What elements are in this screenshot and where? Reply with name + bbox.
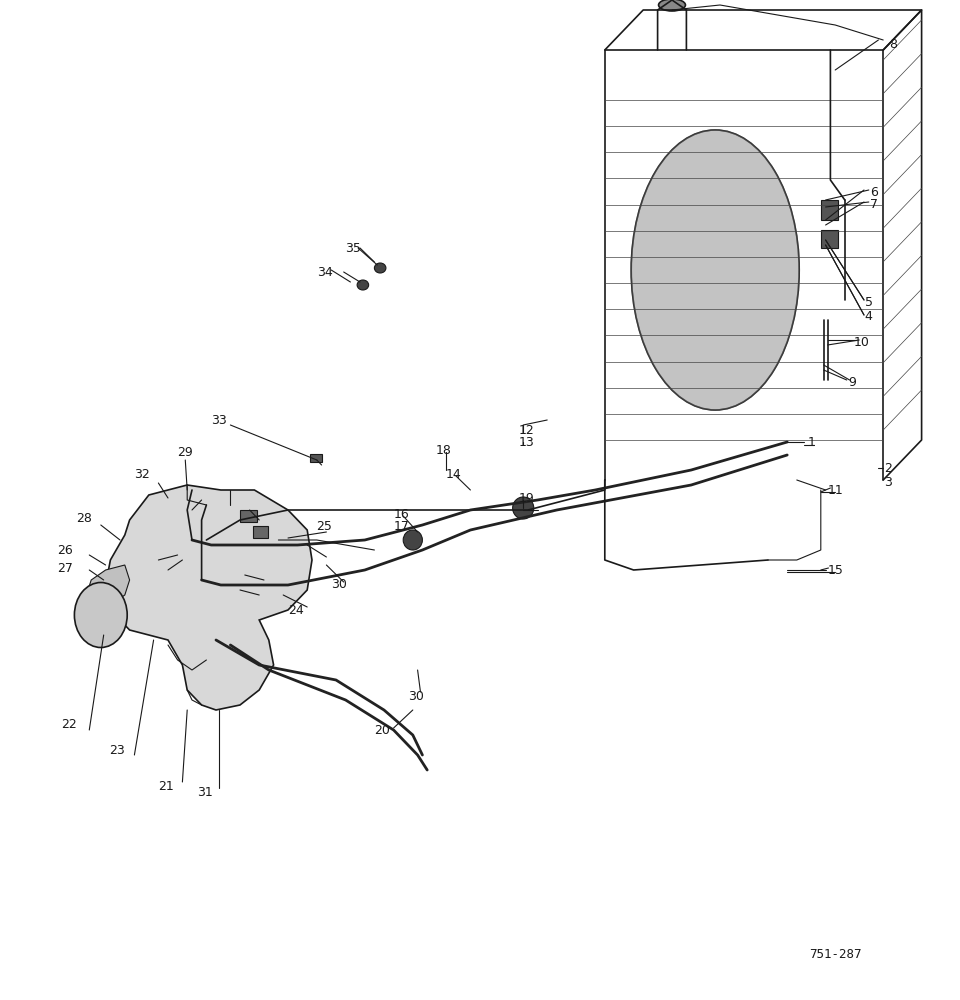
Text: 9: 9 xyxy=(849,375,856,388)
Polygon shape xyxy=(82,565,130,622)
Text: 4: 4 xyxy=(865,310,873,324)
Ellipse shape xyxy=(403,530,422,550)
Text: 22: 22 xyxy=(61,718,77,732)
Bar xyxy=(253,526,268,538)
Text: 11: 11 xyxy=(828,484,843,496)
Text: 32: 32 xyxy=(134,468,150,482)
Text: 24: 24 xyxy=(288,603,303,616)
Text: 14: 14 xyxy=(445,468,461,481)
Text: 27: 27 xyxy=(58,562,73,574)
Text: 1: 1 xyxy=(807,436,815,448)
Text: 15: 15 xyxy=(828,564,843,576)
Bar xyxy=(821,230,838,248)
Text: 29: 29 xyxy=(178,446,193,458)
Text: 5: 5 xyxy=(865,296,873,308)
Text: 10: 10 xyxy=(854,336,870,349)
Text: 13: 13 xyxy=(518,436,534,448)
Ellipse shape xyxy=(374,263,386,273)
Text: 6: 6 xyxy=(870,186,877,198)
Text: 26: 26 xyxy=(58,544,73,556)
Bar xyxy=(240,510,257,522)
Text: 16: 16 xyxy=(394,508,409,520)
Text: 18: 18 xyxy=(436,444,451,456)
Ellipse shape xyxy=(659,0,685,11)
Ellipse shape xyxy=(632,130,799,410)
Text: 12: 12 xyxy=(518,424,534,436)
Text: 30: 30 xyxy=(408,690,423,702)
Text: 35: 35 xyxy=(346,241,361,254)
Text: 7: 7 xyxy=(870,198,877,211)
Text: 17: 17 xyxy=(394,520,409,532)
Text: 3: 3 xyxy=(884,476,892,488)
Text: 33: 33 xyxy=(211,414,227,426)
Text: 19: 19 xyxy=(518,491,534,504)
Text: 751-287: 751-287 xyxy=(809,948,861,962)
Text: 23: 23 xyxy=(109,744,125,756)
Text: 34: 34 xyxy=(317,265,332,278)
Ellipse shape xyxy=(513,497,534,519)
Text: 28: 28 xyxy=(77,512,92,524)
Text: 8: 8 xyxy=(889,38,897,51)
Text: 31: 31 xyxy=(197,786,212,800)
Text: 21: 21 xyxy=(158,780,174,792)
Text: 2: 2 xyxy=(884,462,892,475)
Text: 30: 30 xyxy=(331,578,347,591)
Polygon shape xyxy=(106,485,312,710)
Text: 20: 20 xyxy=(374,724,390,736)
Ellipse shape xyxy=(357,280,369,290)
Bar xyxy=(821,200,838,220)
Text: 25: 25 xyxy=(317,520,332,532)
Ellipse shape xyxy=(75,582,127,648)
Bar xyxy=(310,454,322,462)
